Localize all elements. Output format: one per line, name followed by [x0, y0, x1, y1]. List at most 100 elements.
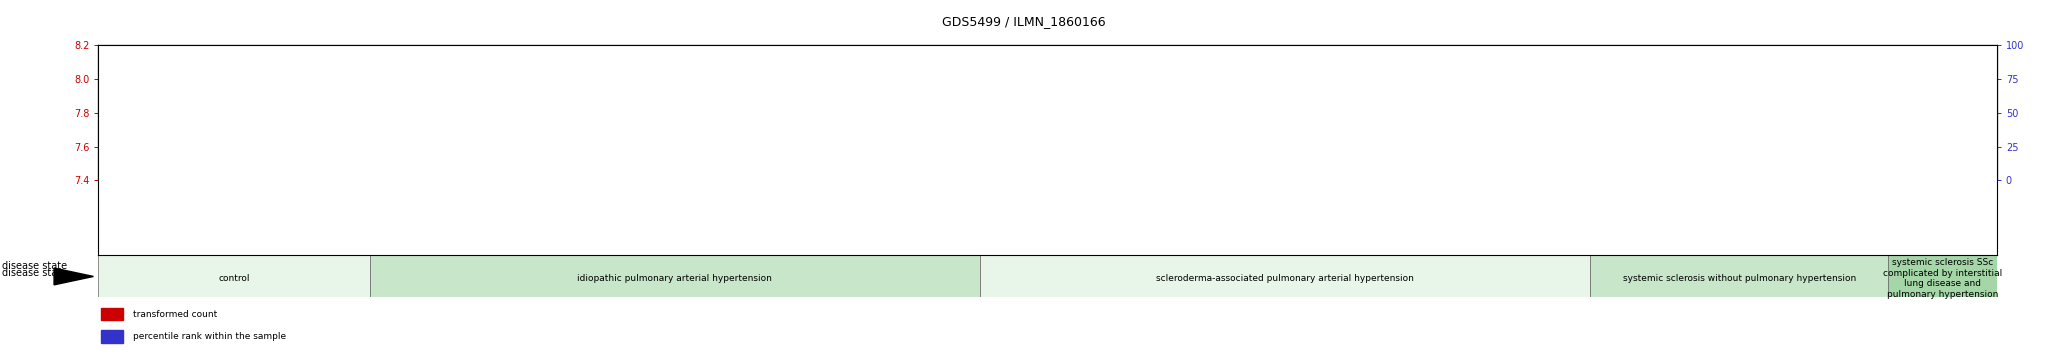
Text: GSM827690: GSM827690 — [442, 187, 446, 220]
Bar — [848, 143, 854, 181]
Text: GSM827701: GSM827701 — [590, 187, 596, 220]
Bar — [1729, 169, 1737, 181]
Bar — [889, 155, 895, 181]
Text: GSM827685: GSM827685 — [375, 187, 379, 220]
Bar — [1065, 126, 1071, 181]
Bar — [1036, 118, 1044, 181]
Bar — [1077, 135, 1085, 181]
Text: transformed count: transformed count — [133, 310, 217, 319]
Text: GSM827697: GSM827697 — [537, 187, 541, 220]
Bar — [1034, 181, 1047, 256]
Text: GSM827689: GSM827689 — [428, 187, 432, 220]
Bar — [1823, 118, 1831, 181]
Bar — [1552, 113, 1561, 181]
Text: GSM827756: GSM827756 — [1337, 187, 1341, 220]
Bar — [1075, 181, 1087, 256]
Bar — [586, 181, 600, 256]
Text: GSM827741: GSM827741 — [1133, 187, 1139, 220]
Bar — [1350, 113, 1356, 181]
Bar — [940, 181, 952, 256]
Bar — [1769, 155, 1778, 181]
Text: GSM827723: GSM827723 — [889, 187, 895, 220]
Bar — [451, 181, 465, 256]
Text: GSM827766: GSM827766 — [1473, 187, 1477, 220]
Bar — [1522, 181, 1536, 256]
Bar — [1442, 181, 1454, 256]
Bar — [125, 181, 139, 256]
Bar — [410, 181, 424, 256]
Bar — [1305, 181, 1319, 256]
Text: GSM827678: GSM827678 — [279, 187, 285, 220]
Text: GSM827692: GSM827692 — [469, 187, 473, 220]
Text: GSM827698: GSM827698 — [551, 187, 555, 220]
Text: GSM827717: GSM827717 — [807, 187, 813, 220]
Text: GSM827720: GSM827720 — [848, 187, 854, 220]
Bar — [1253, 118, 1262, 181]
Bar — [182, 138, 190, 181]
Bar — [1698, 181, 1712, 256]
Bar — [793, 142, 801, 181]
Bar — [1755, 142, 1763, 181]
Bar — [1726, 181, 1739, 256]
Bar — [967, 181, 979, 256]
Bar — [1888, 181, 1903, 256]
Text: GSM827667: GSM827667 — [129, 187, 135, 220]
Text: GSM827773: GSM827773 — [1567, 187, 1573, 220]
Bar — [1391, 113, 1397, 181]
Bar — [1878, 169, 1886, 181]
Bar — [1495, 181, 1509, 256]
Bar — [1874, 181, 1888, 256]
Text: GSM827789: GSM827789 — [1784, 187, 1790, 220]
Bar — [1604, 181, 1618, 256]
Text: GSM827711: GSM827711 — [727, 187, 731, 220]
Text: GSM827737: GSM827737 — [1079, 187, 1083, 220]
Bar — [1264, 181, 1278, 256]
Bar — [98, 256, 369, 297]
Bar — [631, 152, 637, 181]
Bar — [1753, 181, 1765, 256]
Bar — [1946, 116, 1954, 181]
Text: GSM827682: GSM827682 — [334, 187, 338, 220]
Bar — [1470, 113, 1479, 181]
Bar — [1743, 152, 1749, 181]
Text: GSM827802: GSM827802 — [1960, 187, 1966, 220]
Bar — [518, 181, 532, 256]
Text: GSM827719: GSM827719 — [836, 187, 840, 220]
Bar — [1903, 181, 1915, 256]
Bar — [209, 125, 217, 181]
Bar — [221, 181, 233, 256]
Bar — [1620, 125, 1628, 181]
Text: GSM827747: GSM827747 — [1214, 187, 1219, 220]
Bar — [858, 181, 870, 256]
Bar — [1417, 118, 1423, 181]
Bar — [885, 181, 899, 256]
Bar — [315, 181, 330, 256]
Bar — [1186, 118, 1194, 181]
Text: GSM827731: GSM827731 — [997, 187, 1004, 220]
Text: GSM827767: GSM827767 — [1485, 187, 1491, 220]
Text: GSM827758: GSM827758 — [1364, 187, 1368, 220]
Bar — [602, 121, 610, 181]
Bar — [1427, 181, 1442, 256]
Bar — [1010, 121, 1018, 181]
Bar — [1987, 130, 1995, 181]
Bar — [1169, 181, 1184, 256]
Bar — [1251, 181, 1264, 256]
Text: GSM827785: GSM827785 — [1731, 187, 1735, 220]
Bar — [356, 181, 369, 256]
Text: GSM827707: GSM827707 — [672, 187, 678, 220]
Bar — [1739, 181, 1753, 256]
Bar — [1362, 110, 1370, 181]
Text: GSM827666: GSM827666 — [117, 187, 121, 220]
Text: GSM827783: GSM827783 — [1702, 187, 1708, 220]
Bar — [1618, 181, 1630, 256]
Text: GSM827790: GSM827790 — [1798, 187, 1802, 220]
Bar — [139, 181, 152, 256]
Text: GSM827781: GSM827781 — [1675, 187, 1681, 220]
Bar — [1806, 181, 1821, 256]
Bar — [993, 181, 1008, 256]
Text: GSM827687: GSM827687 — [401, 187, 406, 220]
Bar — [1335, 125, 1343, 181]
Bar — [1092, 116, 1098, 181]
Text: GDS5499 / ILMN_1860166: GDS5499 / ILMN_1860166 — [942, 15, 1106, 28]
